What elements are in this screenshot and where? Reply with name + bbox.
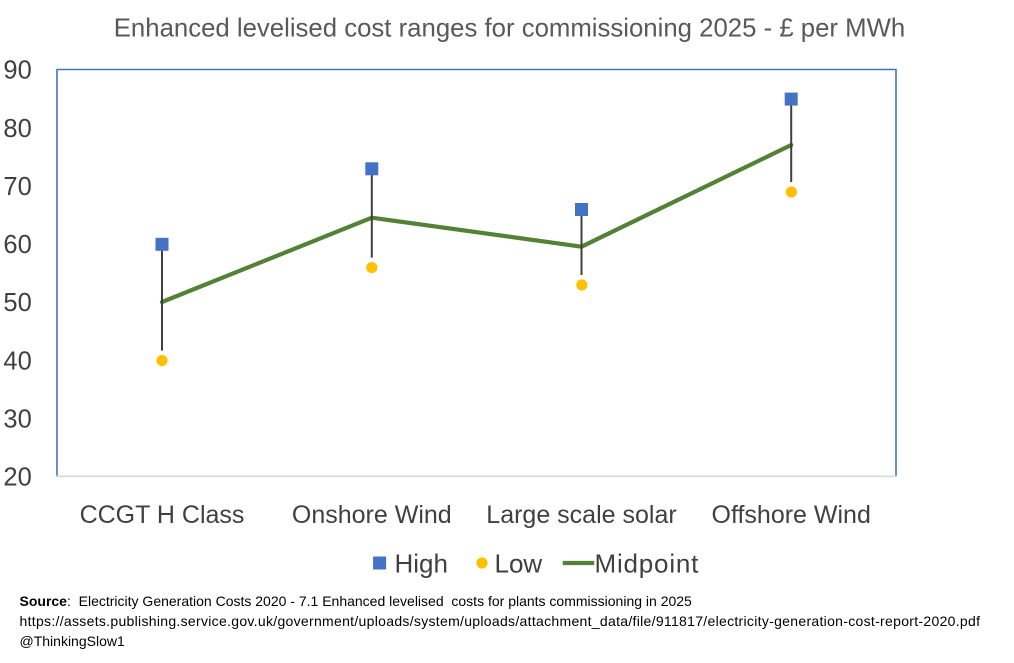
svg-text:90: 90 xyxy=(3,57,31,85)
svg-text:Midpoint: Midpoint xyxy=(595,549,700,579)
svg-text:70: 70 xyxy=(3,173,31,201)
svg-text:https://assets.publishing.serv: https://assets.publishing.service.gov.uk… xyxy=(20,613,981,629)
svg-text:30: 30 xyxy=(3,405,31,433)
svg-text:Large scale solar: Large scale solar xyxy=(486,501,676,529)
svg-text:60: 60 xyxy=(3,231,31,259)
svg-text:@ThinkingSlow1: @ThinkingSlow1 xyxy=(20,633,125,649)
svg-text:High: High xyxy=(395,549,448,579)
svg-text:50: 50 xyxy=(3,289,31,317)
svg-text:80: 80 xyxy=(3,115,31,143)
svg-text:Enhanced levelised cost ranges: Enhanced levelised cost ranges for commi… xyxy=(114,15,906,43)
svg-text:Offshore Wind: Offshore Wind xyxy=(712,501,871,529)
svg-text:Low: Low xyxy=(495,549,543,579)
svg-text:20: 20 xyxy=(3,464,31,492)
svg-text:CCGT H Class: CCGT H Class xyxy=(80,501,245,529)
svg-text:Source: Electricity Generatio: Source: Electricity Generation Costs 202… xyxy=(20,593,693,609)
svg-text:Onshore Wind: Onshore Wind xyxy=(292,501,452,529)
svg-text:40: 40 xyxy=(3,347,31,375)
